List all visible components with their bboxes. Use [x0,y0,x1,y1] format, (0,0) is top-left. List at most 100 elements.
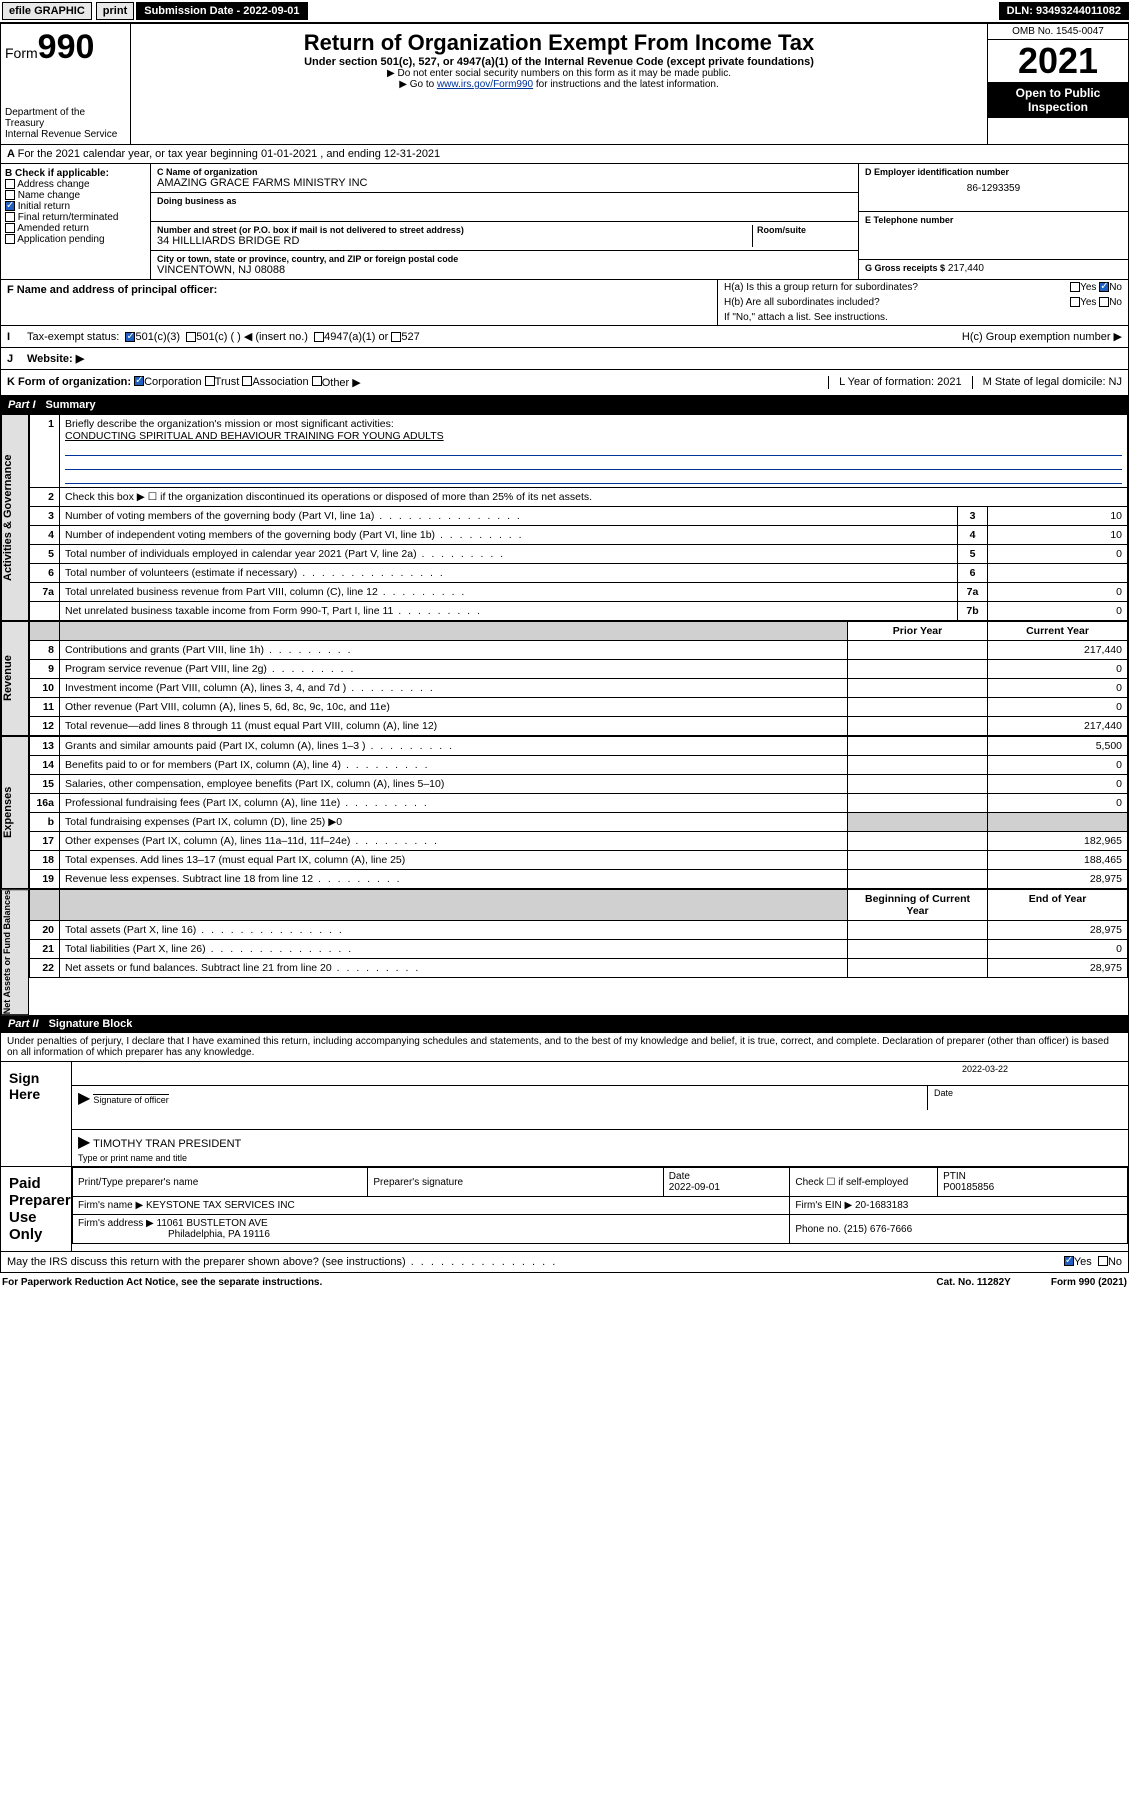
hc-label: H(c) Group exemption number ▶ [962,330,1122,343]
col-begin: Beginning of Current Year [848,890,988,921]
m-state: M State of legal domicile: NJ [972,376,1122,389]
exp-row: 16aProfessional fundraising fees (Part I… [30,794,1128,813]
form-number: Form990 [5,28,126,67]
hb-note: If "No," attach a list. See instructions… [718,310,1128,325]
form-subtitle-2: ▶ Do not enter social security numbers o… [137,68,981,79]
cb-4947[interactable] [314,332,324,342]
col-b-checkboxes: B Check if applicable: Address change Na… [1,164,151,279]
org-city: VINCENTOWN, NJ 08088 [157,264,852,276]
exp-row: 19Revenue less expenses. Subtract line 1… [30,870,1128,889]
firm-name: KEYSTONE TAX SERVICES INC [146,1200,295,1211]
hb-yes[interactable] [1070,297,1080,307]
section-identity: B Check if applicable: Address change Na… [0,164,1129,280]
signature-block: Sign Here 2022-03-22 ▶ Signature of offi… [0,1062,1129,1167]
sig-officer-label: Signature of officer [93,1094,168,1105]
discuss-row: May the IRS discuss this return with the… [0,1252,1129,1273]
dept-treasury: Department of the Treasury [5,107,126,129]
rev-row: 9Program service revenue (Part VIII, lin… [30,660,1128,679]
section-fh: F Name and address of principal officer:… [0,280,1129,326]
form-subtitle-1: Under section 501(c), 527, or 4947(a)(1)… [137,56,981,68]
gov-row: 3Number of voting members of the governi… [30,507,1128,526]
irs-link[interactable]: www.irs.gov/Form990 [437,79,533,90]
cb-corp[interactable] [134,376,144,386]
form-header: Form990 Department of the Treasury Inter… [0,23,1129,145]
omb-number: OMB No. 1545-0047 [988,24,1128,40]
arrow-icon: ▶ [78,1090,90,1107]
c-name-label: C Name of organization [157,167,852,177]
tax-year: 2021 [988,40,1128,82]
print-button[interactable]: print [96,2,134,20]
efile-graphic-button[interactable]: efile GRAPHIC [2,2,92,20]
cb-name-change[interactable] [5,190,15,200]
row-a-tax-year: A For the 2021 calendar year, or tax yea… [0,145,1129,164]
cb-501c[interactable] [186,332,196,342]
rev-row: 11Other revenue (Part VIII, column (A), … [30,698,1128,717]
line2: Check this box ▶ ☐ if the organization d… [60,488,1128,507]
mission-text: CONDUCTING SPIRITUAL AND BEHAVIOUR TRAIN… [65,430,444,442]
firm-ein: 20-1683183 [855,1200,908,1211]
gov-row: 7aTotal unrelated business revenue from … [30,583,1128,602]
cb-address-change[interactable] [5,179,15,189]
gross-receipts: 217,440 [948,263,984,274]
exp-row: 17Other expenses (Part IX, column (A), l… [30,832,1128,851]
sign-here-label: Sign Here [1,1062,71,1166]
firm-phone: (215) 676-7666 [844,1224,912,1235]
tab-activities-governance: Activities & Governance [1,414,29,621]
cb-501c3[interactable] [125,332,135,342]
dba-label: Doing business as [157,196,852,206]
cb-other[interactable] [312,376,322,386]
penalties-text: Under penalties of perjury, I declare th… [0,1033,1129,1062]
col-current: Current Year [988,622,1128,641]
ha-no[interactable] [1099,282,1109,292]
room-label: Room/suite [757,225,852,235]
cb-amended[interactable] [5,223,15,233]
form-subtitle-3: ▶ Go to www.irs.gov/Form990 for instruct… [137,79,981,90]
ein-value: 86-1293359 [865,183,1122,194]
gov-row: 6Total number of volunteers (estimate if… [30,564,1128,583]
city-label: City or town, state or province, country… [157,254,852,264]
cb-trust[interactable] [205,376,215,386]
f-label: F Name and address of principal officer: [7,284,217,296]
ha-label: H(a) Is this a group return for subordin… [724,282,1070,293]
sig-date-value: 2022-03-22 [962,1064,1008,1074]
hb-no[interactable] [1099,297,1109,307]
dln-badge: DLN: 93493244011082 [999,2,1129,20]
cb-app-pending[interactable] [5,234,15,244]
cb-527[interactable] [391,332,401,342]
ha-yes[interactable] [1070,282,1080,292]
cat-no: Cat. No. 11282Y [936,1277,1010,1288]
gov-row: Net unrelated business taxable income fr… [30,602,1128,621]
org-name: AMAZING GRACE FARMS MINISTRY INC [157,177,852,189]
cb-final-return[interactable] [5,212,15,222]
d-ein-label: D Employer identification number [865,167,1122,177]
org-address: 34 HILLLIARDS BRIDGE RD [157,235,752,247]
cb-assoc[interactable] [242,376,252,386]
arrow-icon: ▶ [78,1134,90,1151]
cb-initial-return[interactable] [5,201,15,211]
col-prior: Prior Year [848,622,988,641]
open-to-public: Open to Public Inspection [988,82,1128,118]
discuss-no[interactable] [1098,1256,1108,1266]
irs-label: Internal Revenue Service [5,129,126,140]
prep-sig-label: Preparer's signature [368,1168,663,1197]
ptin-value: P00185856 [943,1182,994,1193]
discuss-yes[interactable] [1064,1256,1074,1266]
gov-row: 5Total number of individuals employed in… [30,545,1128,564]
paid-preparer-label: Paid Preparer Use Only [1,1167,71,1251]
part1-header: Part I Summary [0,396,1129,414]
firm-addr: 11061 BUSTLETON AVE [157,1218,268,1229]
prep-name-label: Print/Type preparer's name [73,1168,368,1197]
row-klm: K Form of organization: Corporation Trus… [0,370,1129,396]
exp-row: 14Benefits paid to or for members (Part … [30,756,1128,775]
net-row: 21Total liabilities (Part X, line 26)0 [30,940,1128,959]
submission-date-badge: Submission Date - 2022-09-01 [136,2,307,20]
type-name-label: Type or print name and title [78,1153,187,1163]
row-tax-exempt: I Tax-exempt status: 501(c)(3) 501(c) ( … [0,326,1129,348]
col-end: End of Year [988,890,1128,921]
form-title: Return of Organization Exempt From Incom… [137,30,981,56]
tab-expenses: Expenses [1,736,29,889]
exp-row: bTotal fundraising expenses (Part IX, co… [30,813,1128,832]
e-phone-label: E Telephone number [865,215,1122,225]
rev-row: 10Investment income (Part VIII, column (… [30,679,1128,698]
rev-row: 12Total revenue—add lines 8 through 11 (… [30,717,1128,736]
